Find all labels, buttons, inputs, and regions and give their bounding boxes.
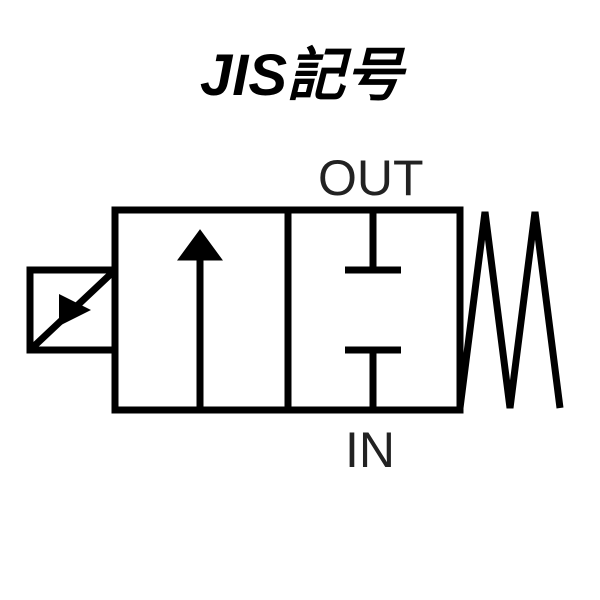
- out-label: OUT: [318, 150, 424, 206]
- flow-arrow-head: [178, 230, 222, 260]
- in-label: IN: [345, 422, 395, 478]
- spring-return: [460, 212, 560, 408]
- title-text: JIS記号: [200, 43, 407, 108]
